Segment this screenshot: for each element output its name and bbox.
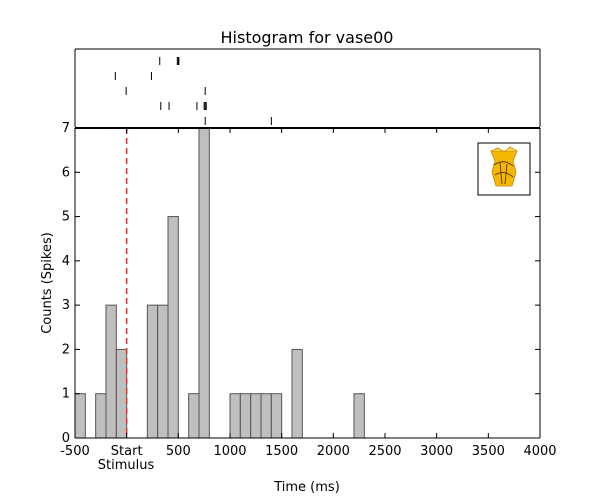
y-tick-label: 1 — [62, 387, 70, 402]
x-tick-label: 1500 — [265, 444, 298, 459]
vase-icon-body — [490, 150, 518, 187]
chart-title: Histogram for vase00 — [221, 28, 394, 47]
histogram-bar — [188, 393, 200, 439]
histogram-bars — [74, 127, 365, 439]
x-tick-label: 1000 — [213, 444, 246, 459]
raster-panel — [74, 48, 541, 127]
y-tick-label: 3 — [62, 298, 70, 313]
y-tick-label: 4 — [62, 254, 70, 269]
y-axis-ticks: 0 1 2 3 4 5 6 7 — [62, 121, 540, 446]
x-tick-label: -500 — [60, 444, 90, 459]
histogram-bar — [146, 304, 159, 439]
histogram-bar — [105, 304, 117, 439]
y-axis-label: Counts (Spikes) — [40, 232, 55, 334]
vase-icon-pattern — [493, 161, 514, 185]
x-axis-ticks: -500 Start 500 1000 1500 2000 2500 3000 3500 4000 — [60, 128, 557, 459]
histogram-bar — [229, 393, 241, 439]
histogram-bar — [353, 393, 365, 439]
vase-icon-rim — [490, 146, 518, 153]
x-tick-label: 3000 — [420, 444, 453, 459]
histogram-bar — [198, 127, 210, 439]
raster-ticks — [114, 57, 272, 125]
histogram-bar — [167, 216, 179, 439]
x-axis-label: Time (ms) — [273, 480, 340, 495]
histogram-bar — [74, 393, 86, 439]
x-tick-label: 4000 — [523, 444, 556, 459]
histogram-bar — [95, 393, 107, 439]
x-tick-label: Start — [111, 444, 143, 459]
histogram-bar — [260, 393, 272, 439]
x-tick-label: 3500 — [472, 444, 505, 459]
histogram-bar — [239, 393, 252, 439]
histogram-bar — [115, 348, 128, 439]
histogram-bar — [270, 393, 283, 439]
x-tick-label: 2000 — [317, 444, 350, 459]
y-tick-label: 2 — [62, 342, 70, 357]
x-tick-label: 500 — [166, 444, 191, 459]
histogram-bar — [157, 304, 169, 439]
y-tick-label: 5 — [62, 210, 70, 225]
stimulus-label: Stimulus — [98, 458, 155, 473]
histogram-bar — [250, 393, 262, 439]
y-tick-label: 0 — [62, 431, 70, 446]
y-tick-label: 7 — [62, 121, 70, 136]
y-tick-label: 6 — [62, 165, 70, 180]
vase-icon — [477, 142, 531, 196]
x-tick-label: 2500 — [368, 444, 401, 459]
histogram-bar — [291, 348, 303, 439]
